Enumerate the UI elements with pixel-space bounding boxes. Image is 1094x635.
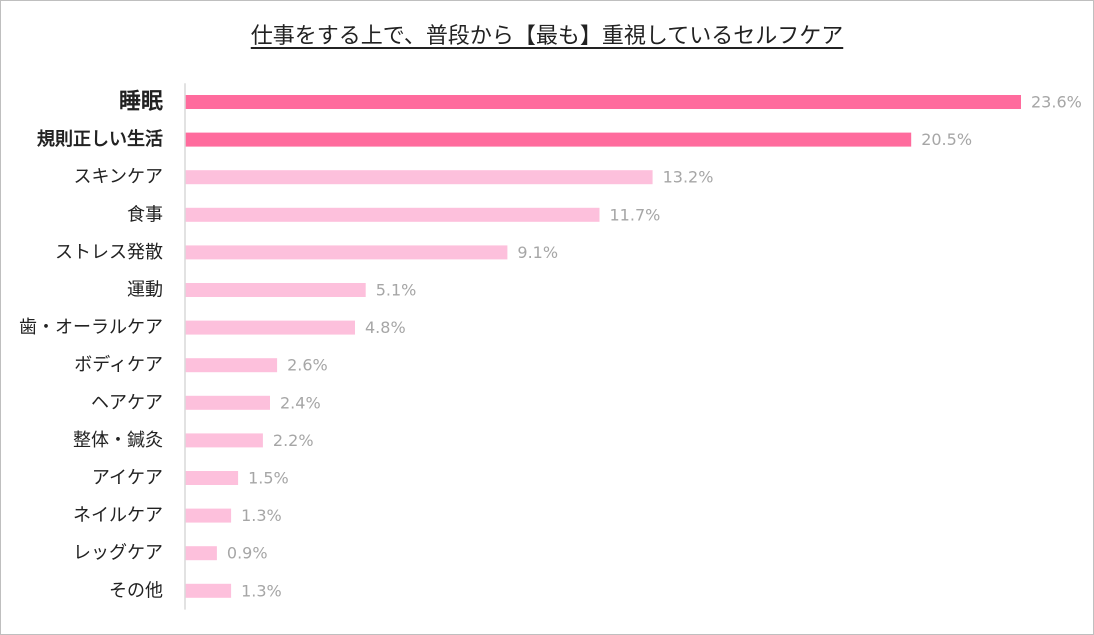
- category-label-10: アイケア: [92, 468, 163, 489]
- category-label-4: ストレス発散: [55, 242, 163, 263]
- category-label-2: スキンケア: [74, 167, 163, 188]
- bar-8: [185, 395, 270, 410]
- value-label-7: 2.6%: [287, 356, 328, 375]
- bar-12: [185, 546, 217, 561]
- chart-title: 仕事をする上で、普段から【最も】重視しているセルフケア: [0, 18, 1094, 50]
- bar-9: [185, 433, 263, 448]
- value-label-1: 20.5%: [921, 130, 972, 149]
- bar-10: [185, 471, 239, 485]
- bars-group: 睡眠 23.6% 規則正しい生活 20.5% スキンケア 13.2% 食事 11.7% ストレス…: [19, 90, 1082, 602]
- category-label-6: 歯・オーラルケア: [19, 317, 163, 338]
- value-label-12: 0.9%: [227, 544, 268, 563]
- bar-13: [185, 583, 232, 598]
- value-label-0: 23.6%: [1031, 93, 1082, 112]
- category-label-0: 睡眠: [119, 90, 163, 115]
- bar-3: [185, 207, 600, 222]
- category-label-9: 整体・鍼灸: [73, 430, 163, 451]
- category-label-12: レッグケア: [73, 543, 163, 564]
- bar-5: [185, 283, 366, 297]
- category-label-3: 食事: [127, 204, 163, 225]
- chart-title-text: 仕事をする上で、普段から【最も】重視しているセルフケア: [250, 24, 844, 49]
- bar-6: [185, 320, 355, 335]
- bar-4: [185, 245, 508, 260]
- value-label-2: 13.2%: [663, 168, 714, 187]
- value-label-3: 11.7%: [610, 205, 661, 224]
- bar-1: [185, 132, 912, 147]
- value-label-4: 9.1%: [517, 243, 558, 262]
- value-label-13: 1.3%: [241, 581, 282, 600]
- value-label-10: 1.5%: [248, 469, 289, 488]
- value-label-9: 2.2%: [273, 431, 314, 450]
- category-label-7: ボディケア: [74, 355, 163, 376]
- bar-7: [185, 358, 278, 373]
- category-label-8: ヘアケア: [91, 392, 163, 413]
- bar-2: [185, 170, 653, 185]
- value-label-6: 4.8%: [365, 318, 406, 337]
- bar-0: [185, 95, 1021, 109]
- category-label-11: ネイルケア: [73, 505, 163, 526]
- category-label-13: その他: [109, 580, 163, 601]
- value-label-8: 2.4%: [280, 393, 321, 412]
- bar-11: [185, 508, 232, 523]
- category-label-5: 運動: [127, 280, 163, 301]
- value-label-11: 1.3%: [241, 506, 282, 525]
- value-label-5: 5.1%: [376, 281, 417, 300]
- category-label-1: 規則正しい生活: [37, 128, 163, 150]
